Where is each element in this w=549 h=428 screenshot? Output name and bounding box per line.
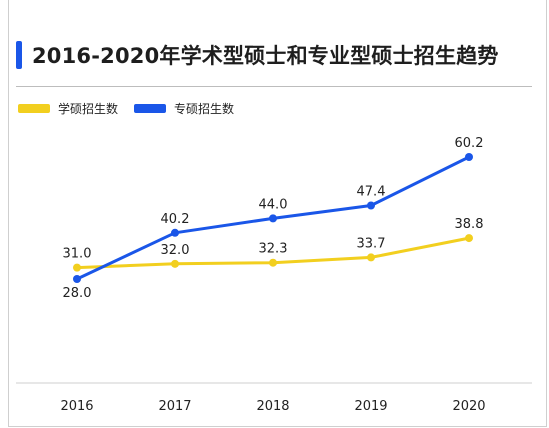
title-accent-bar [16,41,22,69]
chart-title: 2016-2020年学术型硕士和专业型硕士招生趋势 [32,44,499,68]
x-tick-label: 2018 [256,399,289,414]
x-tick-label: 2016 [60,399,93,414]
title-row: 2016-2020年学术型硕士和专业型硕士招生趋势 [16,38,499,72]
data-point-s1-4 [465,153,473,161]
legend-item-professional: 专硕招生数 [134,100,234,117]
data-label-s1-2: 44.0 [259,197,288,212]
legend-item-academic: 学硕招生数 [18,100,118,117]
data-point-s0-1 [171,259,179,268]
legend: 学硕招生数 专硕招生数 [18,100,250,117]
legend-swatch-academic [18,104,50,113]
data-label-s1-3: 47.4 [357,184,386,199]
data-point-s1-3 [367,201,375,210]
data-point-s1-0 [73,275,81,283]
title-divider [16,86,532,87]
data-point-s0-0 [73,263,81,272]
data-point-s0-3 [367,253,375,262]
data-label-s0-1: 32.0 [161,243,190,258]
legend-label-academic: 学硕招生数 [58,102,119,116]
data-point-s0-4 [465,234,473,243]
data-point-s1-2 [269,214,277,223]
data-label-s1-1: 40.2 [161,212,190,227]
x-tick-label: 2017 [158,399,191,414]
data-label-s1-0: 28.0 [63,286,92,301]
data-label-s0-2: 32.3 [259,242,288,257]
legend-swatch-professional [134,104,167,113]
data-label-s0-3: 33.7 [357,236,386,251]
chart-frame [8,0,547,427]
data-label-s0-4: 38.8 [455,217,484,232]
x-tick-label: 2020 [452,399,485,414]
data-point-s1-1 [171,228,179,237]
data-label-s1-4: 60.2 [455,136,484,151]
x-tick-label: 2019 [354,399,387,414]
data-label-s0-0: 31.0 [63,247,92,262]
data-point-s0-2 [269,258,277,267]
legend-label-professional: 专硕招生数 [174,102,235,116]
